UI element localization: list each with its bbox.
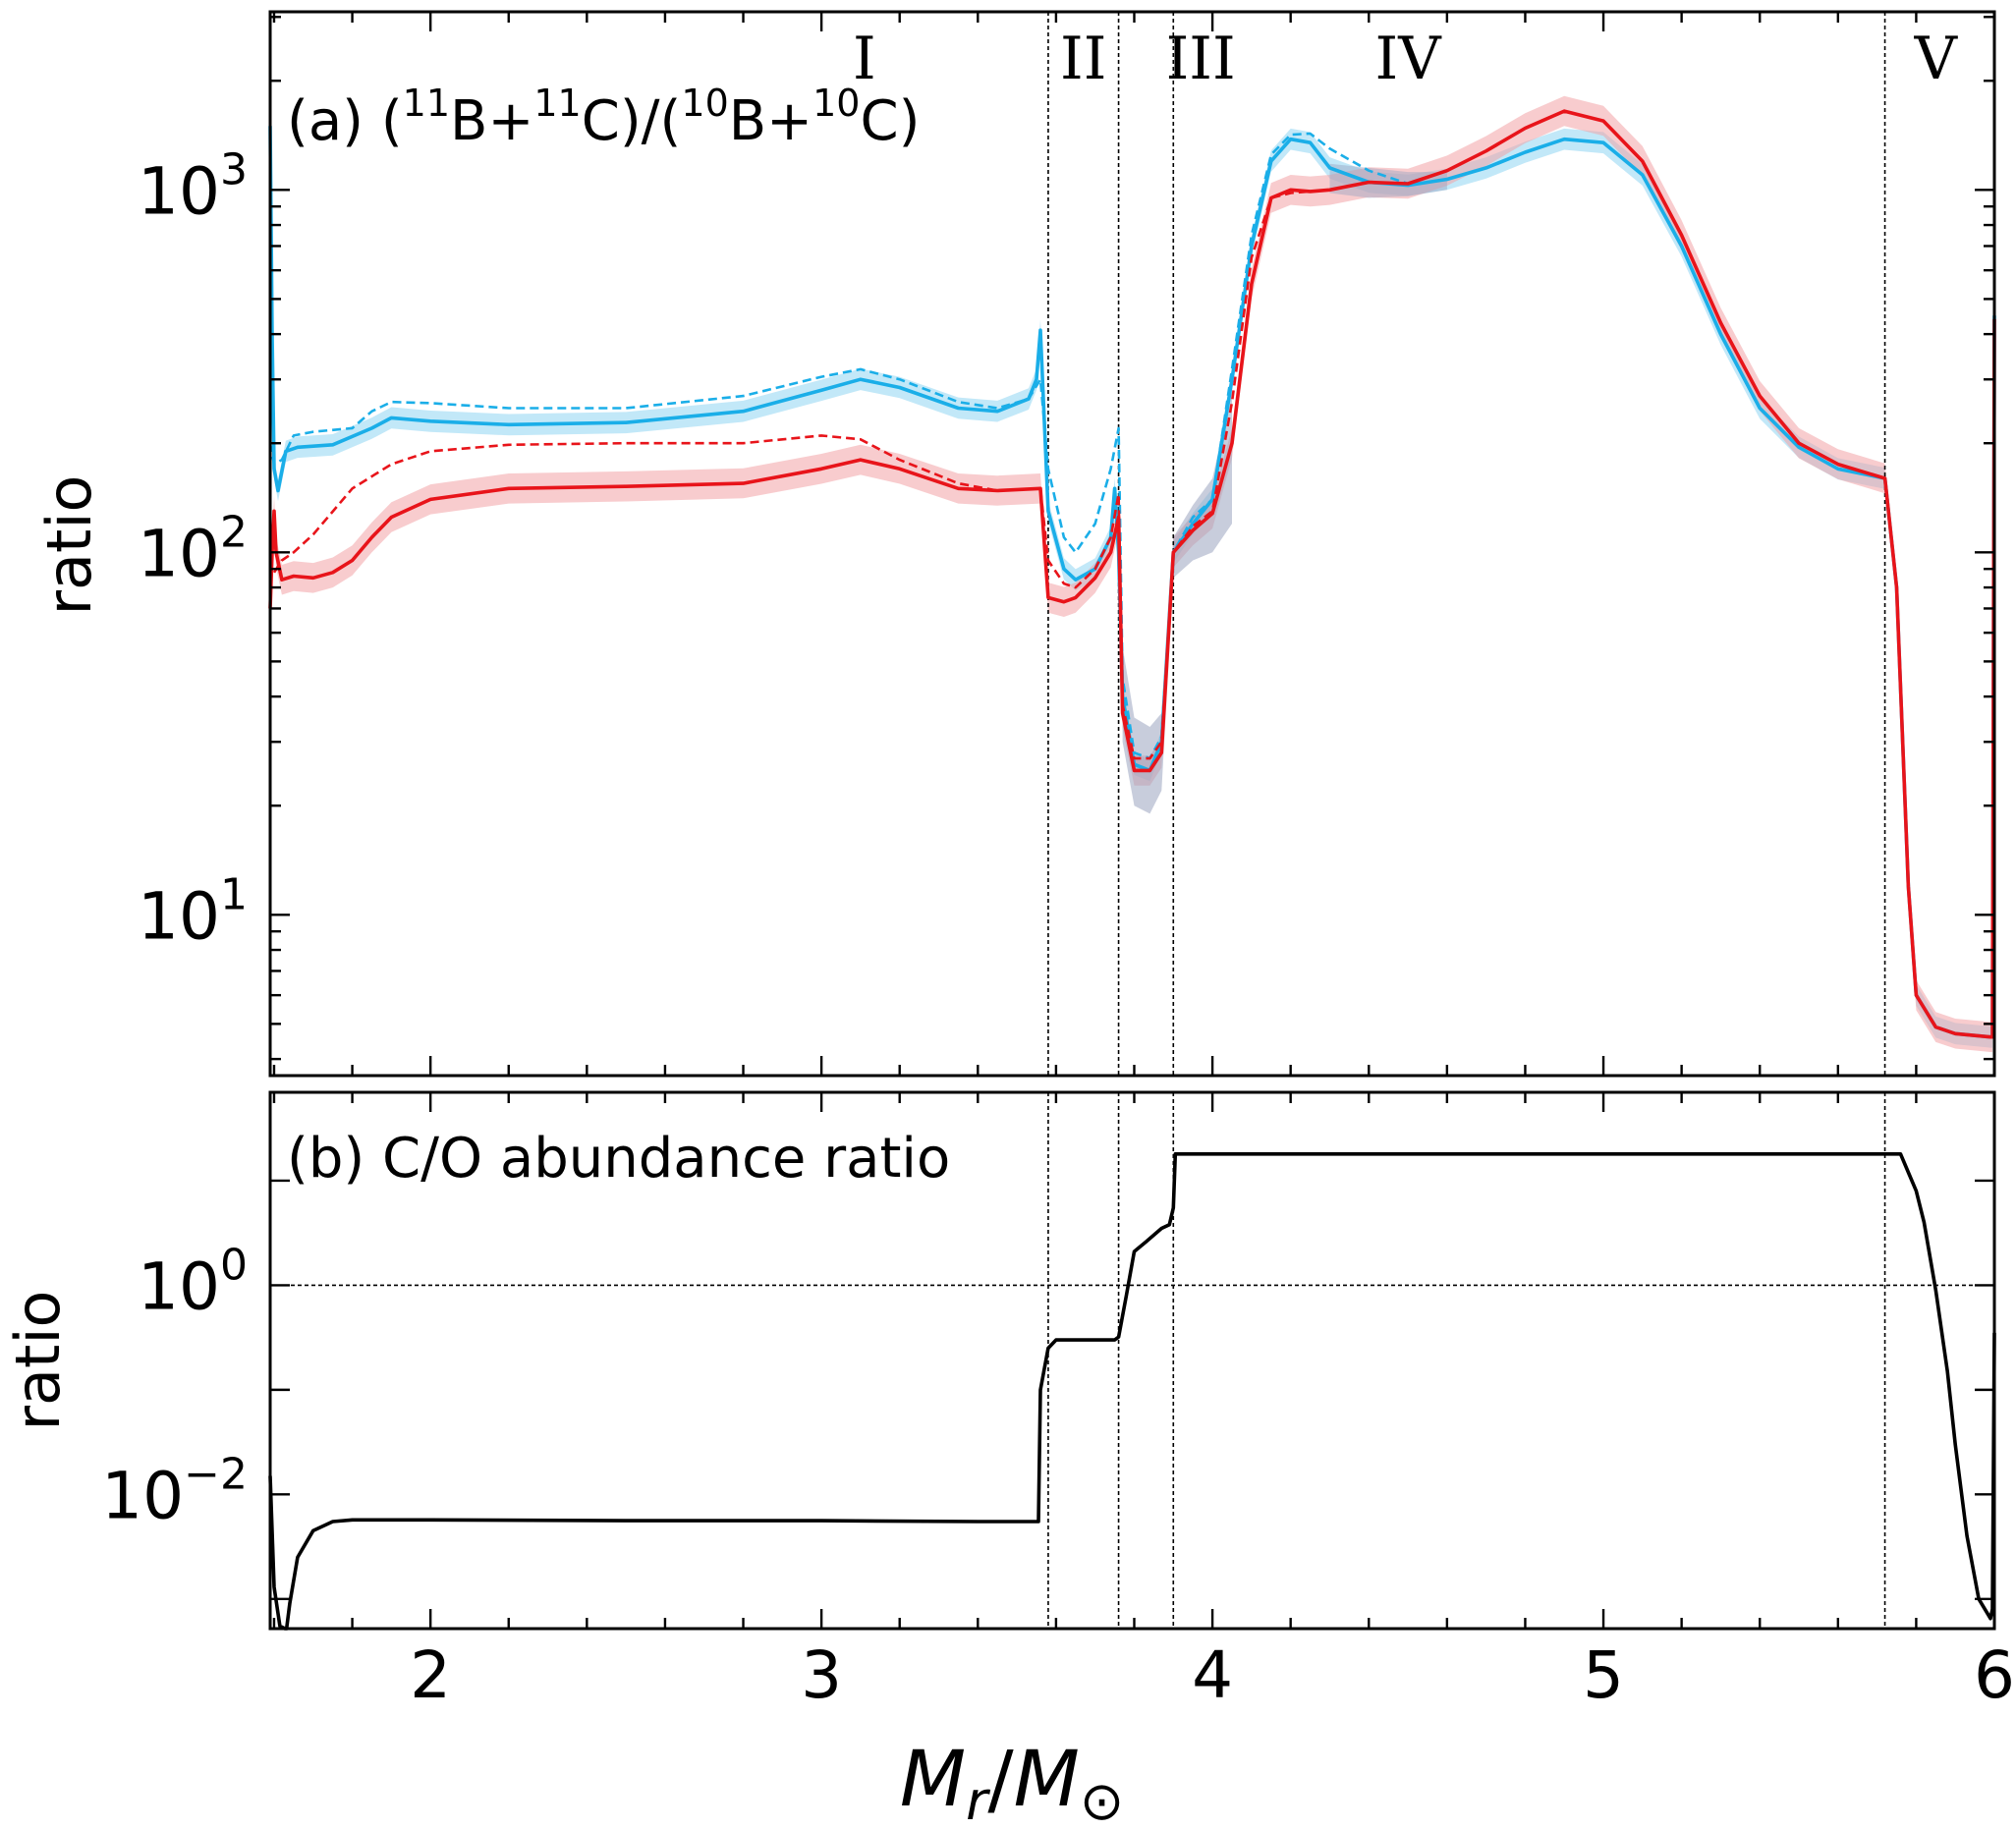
x-tick-label: 4 xyxy=(1192,1637,1233,1713)
panel-a-ticks: 101 102 103 xyxy=(138,12,1996,1076)
y-tick-label: 102 xyxy=(138,507,248,591)
x-tick-label: 5 xyxy=(1583,1637,1624,1713)
zone-labels: I II III IV V xyxy=(853,25,1959,93)
red-solid-series-line xyxy=(268,109,1996,1039)
blue-dashed-series-line xyxy=(268,132,1409,760)
y-tick-label: 101 xyxy=(138,869,248,954)
y-tick-label: 100 xyxy=(138,1240,248,1324)
zone-label-IV: IV xyxy=(1375,25,1443,93)
x-tick-label: 6 xyxy=(1974,1637,2015,1713)
blue-uncertainty-band xyxy=(270,115,1994,1048)
red-dashed-series-line xyxy=(272,189,1330,760)
panel-a-frame xyxy=(268,10,1996,1078)
panel-b-label: (b) C/O abundance ratio xyxy=(287,1127,950,1191)
zone-label-III: III xyxy=(1166,25,1236,93)
zone-label-V: V xyxy=(1914,25,1959,93)
blue-solid-series-line xyxy=(268,126,1996,1039)
panel-b: 10−2 100 2 3 4 5 6 (b) C/O abundance ratio ra… xyxy=(2,1090,2015,1713)
zone-label-I: I xyxy=(853,25,876,93)
overlap-uncertainty-band xyxy=(1329,163,1447,198)
x-tick-label: 3 xyxy=(801,1637,842,1713)
panel-b-ticks: 10−2 100 xyxy=(101,1092,1996,1629)
panel-a-series xyxy=(268,109,1996,1039)
panel-a-uncertainty-bands xyxy=(270,95,1994,1053)
y-tick-label: 10−2 xyxy=(101,1449,248,1533)
x-axis-label: Mr/M⊙ xyxy=(900,1736,1124,1830)
x-tick-labels: 2 3 4 5 6 xyxy=(410,1637,2015,1713)
panel-b-frame xyxy=(268,1090,1996,1631)
panel-a-ylabel: ratio xyxy=(33,475,105,616)
panel-b-series xyxy=(268,1152,1996,1631)
zone-label-II: II xyxy=(1060,25,1106,93)
panel-b-ylabel: ratio xyxy=(2,1291,74,1431)
red-uncertainty-band xyxy=(270,95,1994,1053)
panel-a-label: (a) (11B+11C)/(10B+10C) xyxy=(287,82,920,153)
x-tick-label: 2 xyxy=(410,1637,451,1713)
overlap-uncertainty-band xyxy=(1122,390,1232,814)
co-ratio-solid-series-line xyxy=(268,1152,1996,1631)
y-tick-label: 103 xyxy=(138,144,248,229)
